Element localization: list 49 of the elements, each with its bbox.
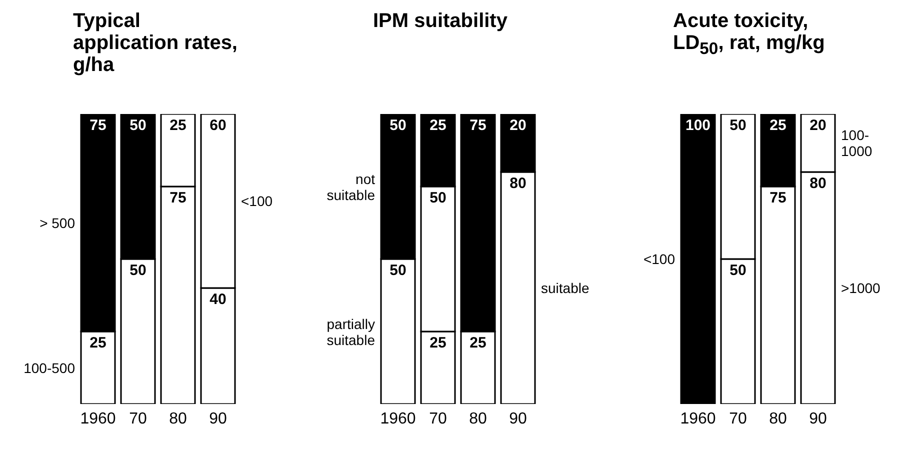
data-label: 50 xyxy=(730,262,746,279)
x-tick-label: 1960 xyxy=(80,410,116,428)
data-label: 25 xyxy=(90,334,106,352)
series-label: <100 xyxy=(643,251,675,267)
x-tick-label: 90 xyxy=(509,410,527,428)
data-label: 50 xyxy=(430,190,446,206)
data-label: 25 xyxy=(170,117,186,134)
data-label: 50 xyxy=(130,117,146,134)
chart-title: IPM suitability xyxy=(373,9,508,34)
data-label: 50 xyxy=(390,117,406,134)
data-label: 50 xyxy=(390,262,406,279)
data-label: 20 xyxy=(510,117,526,134)
data-label: 40 xyxy=(210,291,226,308)
series-label: partially suitable xyxy=(326,316,375,348)
chart-title: Acute toxicity, LD$_{50}$, rat, mg/kg xyxy=(673,9,826,60)
data-label: 25 xyxy=(470,334,486,352)
series-label: >1000 xyxy=(841,280,880,296)
series-label: not suitable xyxy=(326,170,375,202)
x-tick-label: 90 xyxy=(209,410,227,428)
data-label: 60 xyxy=(210,117,226,134)
data-label: 25 xyxy=(430,334,446,352)
chart-title: Typical application rates, g/ha xyxy=(73,9,238,78)
x-tick-label: 70 xyxy=(429,410,447,428)
series-label: > 500 xyxy=(40,214,75,231)
series-label: suitable xyxy=(541,280,590,296)
data-label: 50 xyxy=(130,262,146,279)
series-label: <100 xyxy=(241,193,273,209)
x-tick-label: 1960 xyxy=(680,410,716,428)
bar xyxy=(680,114,716,404)
x-tick-label: 80 xyxy=(769,410,787,428)
x-tick-label: 1960 xyxy=(380,410,416,428)
x-tick-label: 90 xyxy=(809,410,827,428)
series-label: 100-1000 xyxy=(841,127,874,159)
x-tick-label: 80 xyxy=(469,410,487,428)
data-label: 80 xyxy=(810,175,826,192)
series-label: 100-500 xyxy=(24,360,75,376)
data-label: 80 xyxy=(510,175,526,192)
data-label: 100 xyxy=(685,117,711,134)
x-tick-label: 70 xyxy=(729,410,747,428)
data-label: 75 xyxy=(90,117,106,134)
data-label: 50 xyxy=(730,117,746,134)
data-label: 25 xyxy=(430,117,446,134)
x-tick-label: 70 xyxy=(129,410,147,428)
data-label: 75 xyxy=(170,190,186,206)
data-label: 25 xyxy=(770,117,786,134)
data-label: 75 xyxy=(470,117,486,134)
data-label: 20 xyxy=(810,117,826,134)
x-tick-label: 80 xyxy=(169,410,187,428)
data-label: 75 xyxy=(770,190,786,206)
